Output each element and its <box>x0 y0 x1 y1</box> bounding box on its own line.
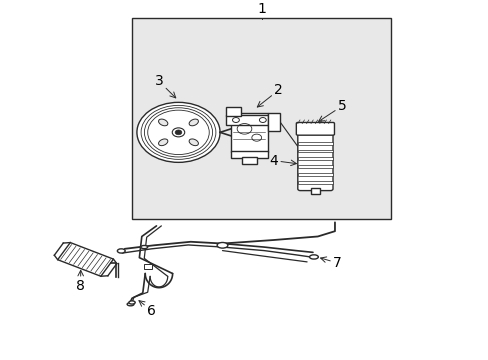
Bar <box>310 189 320 194</box>
Circle shape <box>137 102 220 162</box>
Bar <box>298 173 332 176</box>
Bar <box>225 116 267 125</box>
Bar <box>225 107 241 116</box>
Bar <box>143 264 151 269</box>
Text: 8: 8 <box>76 270 85 293</box>
Bar <box>231 113 267 152</box>
Bar <box>298 181 332 184</box>
Bar <box>242 157 256 164</box>
Text: 2: 2 <box>257 83 283 107</box>
Ellipse shape <box>129 301 135 304</box>
Polygon shape <box>58 243 113 276</box>
Bar <box>231 151 267 158</box>
Bar <box>298 142 332 145</box>
FancyBboxPatch shape <box>296 122 334 135</box>
Circle shape <box>172 128 184 137</box>
Ellipse shape <box>217 243 227 248</box>
Bar <box>298 157 332 160</box>
Text: 6: 6 <box>139 301 156 318</box>
FancyBboxPatch shape <box>297 131 332 190</box>
Ellipse shape <box>117 249 125 253</box>
Ellipse shape <box>189 119 198 126</box>
Text: 7: 7 <box>320 256 341 270</box>
Bar <box>298 165 332 168</box>
Circle shape <box>175 130 182 135</box>
Ellipse shape <box>309 255 318 259</box>
Ellipse shape <box>158 119 167 126</box>
Bar <box>132 18 390 219</box>
Text: 3: 3 <box>154 74 175 98</box>
Ellipse shape <box>158 139 167 146</box>
Ellipse shape <box>141 246 147 249</box>
Bar <box>298 150 332 153</box>
Ellipse shape <box>189 139 198 146</box>
Bar <box>267 113 279 131</box>
Text: 5: 5 <box>318 99 346 121</box>
Circle shape <box>232 117 239 122</box>
Circle shape <box>259 117 265 122</box>
Text: 4: 4 <box>269 154 296 168</box>
Ellipse shape <box>127 303 134 306</box>
Text: 1: 1 <box>257 2 265 16</box>
